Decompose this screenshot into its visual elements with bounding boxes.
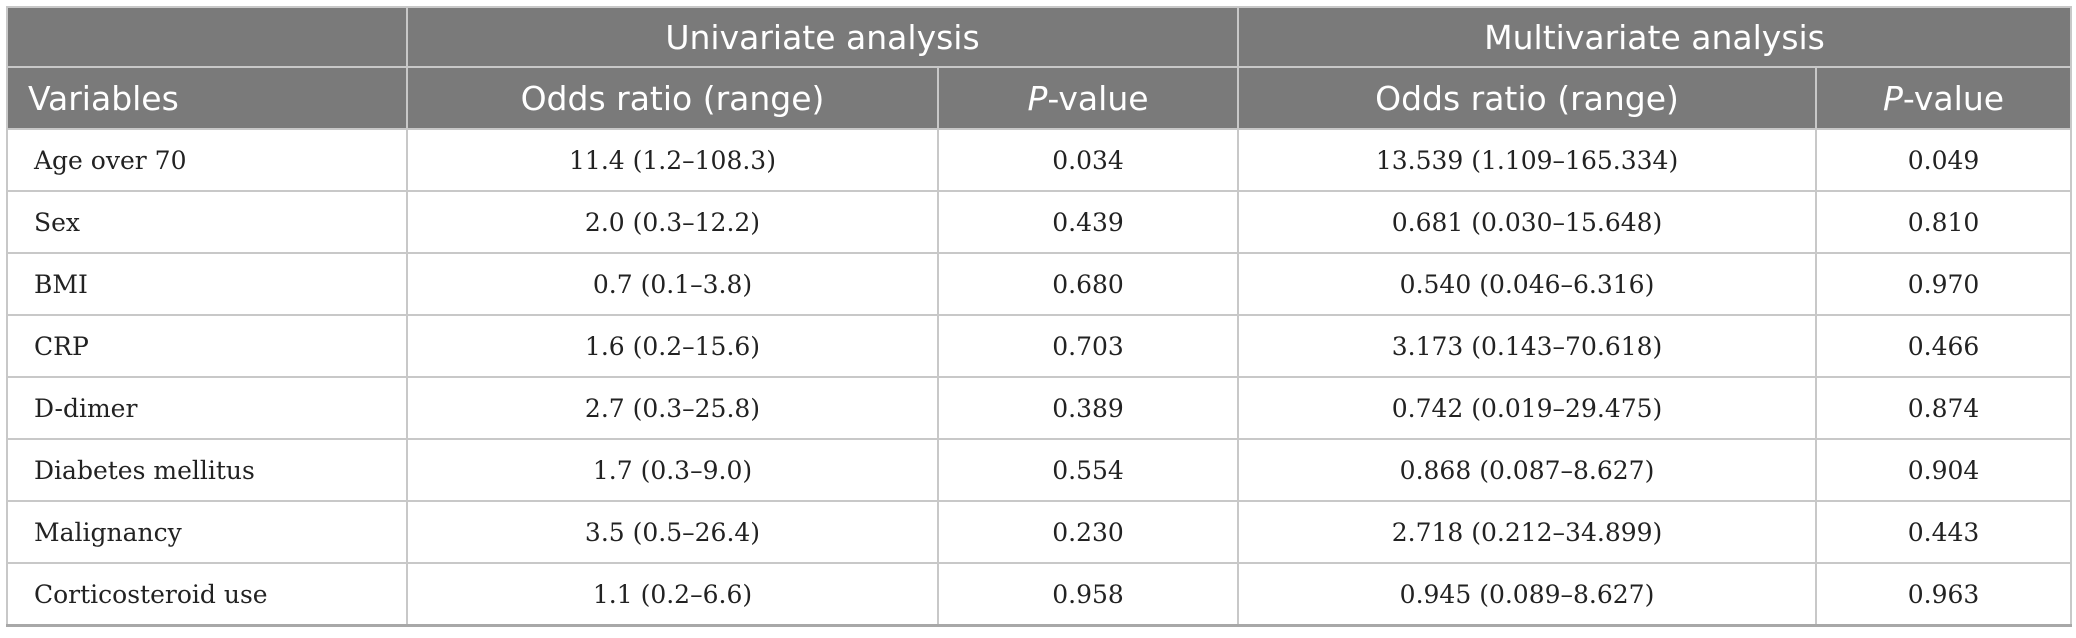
cell-p-value-univariate: 0.680 xyxy=(936,252,1240,316)
header-blank-cell xyxy=(6,6,408,68)
cell-p-value-univariate: 0.439 xyxy=(936,190,1240,254)
header-p-value-multivariate: P-value xyxy=(1815,66,2073,130)
cell-p-value-multivariate: 0.874 xyxy=(1815,376,2073,440)
cell-p-value-univariate: 0.034 xyxy=(936,128,1240,192)
header-column-row: Variables Odds ratio (range) P-value Odd… xyxy=(6,66,2073,130)
table-header: Univariate analysis Multivariate analysi… xyxy=(6,6,2073,130)
table-row: CRP 1.6 (0.2–15.6) 0.703 3.173 (0.143–70… xyxy=(6,314,2073,378)
cell-variable: BMI xyxy=(6,252,408,316)
p-value-suffix: -value xyxy=(1902,78,2005,118)
p-letter: P xyxy=(1882,78,1903,118)
table-row: BMI 0.7 (0.1–3.8) 0.680 0.540 (0.046–6.3… xyxy=(6,252,2073,316)
table-row: Age over 70 11.4 (1.2–108.3) 0.034 13.53… xyxy=(6,128,2073,192)
cell-p-value-univariate: 0.389 xyxy=(936,376,1240,440)
table-row: Sex 2.0 (0.3–12.2) 0.439 0.681 (0.030–15… xyxy=(6,190,2073,254)
cell-variable: Malignancy xyxy=(6,500,408,564)
table-row: Diabetes mellitus 1.7 (0.3–9.0) 0.554 0.… xyxy=(6,438,2073,502)
cell-p-value-univariate: 0.958 xyxy=(936,562,1240,627)
cell-odds-ratio-univariate: 1.6 (0.2–15.6) xyxy=(406,314,939,378)
cell-odds-ratio-univariate: 2.7 (0.3–25.8) xyxy=(406,376,939,440)
cell-odds-ratio-multivariate: 3.173 (0.143–70.618) xyxy=(1237,314,1818,378)
cell-odds-ratio-multivariate: 0.540 (0.046–6.316) xyxy=(1237,252,1818,316)
header-variables: Variables xyxy=(6,66,408,130)
cell-odds-ratio-univariate: 0.7 (0.1–3.8) xyxy=(406,252,939,316)
cell-variable: Sex xyxy=(6,190,408,254)
cell-variable: Age over 70 xyxy=(6,128,408,192)
table-row: Malignancy 3.5 (0.5–26.4) 0.230 2.718 (0… xyxy=(6,500,2073,564)
cell-variable: D-dimer xyxy=(6,376,408,440)
cell-odds-ratio-univariate: 11.4 (1.2–108.3) xyxy=(406,128,939,192)
cell-p-value-multivariate: 0.466 xyxy=(1815,314,2073,378)
p-letter: P xyxy=(1027,78,1048,118)
p-value-suffix: -value xyxy=(1047,78,1149,118)
header-multivariate-analysis: Multivariate analysis xyxy=(1237,6,2073,68)
odds-ratio-table: Univariate analysis Multivariate analysi… xyxy=(6,6,2073,627)
table-body: Age over 70 11.4 (1.2–108.3) 0.034 13.53… xyxy=(6,128,2073,627)
odds-ratio-table-container: Univariate analysis Multivariate analysi… xyxy=(6,6,2073,627)
cell-p-value-univariate: 0.554 xyxy=(936,438,1240,502)
cell-odds-ratio-univariate: 1.1 (0.2–6.6) xyxy=(406,562,939,627)
cell-odds-ratio-univariate: 1.7 (0.3–9.0) xyxy=(406,438,939,502)
header-group-row: Univariate analysis Multivariate analysi… xyxy=(6,6,2073,68)
cell-odds-ratio-multivariate: 0.742 (0.019–29.475) xyxy=(1237,376,1818,440)
cell-odds-ratio-multivariate: 0.945 (0.089–8.627) xyxy=(1237,562,1818,627)
cell-variable: CRP xyxy=(6,314,408,378)
table-row: D-dimer 2.7 (0.3–25.8) 0.389 0.742 (0.01… xyxy=(6,376,2073,440)
cell-p-value-multivariate: 0.970 xyxy=(1815,252,2073,316)
cell-odds-ratio-multivariate: 13.539 (1.109–165.334) xyxy=(1237,128,1818,192)
header-odds-ratio-multivariate: Odds ratio (range) xyxy=(1237,66,1818,130)
cell-p-value-multivariate: 0.963 xyxy=(1815,562,2073,627)
cell-odds-ratio-multivariate: 2.718 (0.212–34.899) xyxy=(1237,500,1818,564)
cell-p-value-multivariate: 0.810 xyxy=(1815,190,2073,254)
cell-p-value-multivariate: 0.049 xyxy=(1815,128,2073,192)
header-p-value-univariate: P-value xyxy=(936,66,1240,130)
header-univariate-analysis: Univariate analysis xyxy=(405,6,1240,68)
table-row: Corticosteroid use 1.1 (0.2–6.6) 0.958 0… xyxy=(6,562,2073,627)
cell-p-value-multivariate: 0.904 xyxy=(1815,438,2073,502)
cell-odds-ratio-multivariate: 0.681 (0.030–15.648) xyxy=(1237,190,1818,254)
cell-odds-ratio-univariate: 2.0 (0.3–12.2) xyxy=(406,190,939,254)
cell-p-value-univariate: 0.703 xyxy=(936,314,1240,378)
cell-p-value-univariate: 0.230 xyxy=(936,500,1240,564)
cell-variable: Corticosteroid use xyxy=(6,562,408,627)
cell-odds-ratio-multivariate: 0.868 (0.087–8.627) xyxy=(1237,438,1818,502)
header-odds-ratio-univariate: Odds ratio (range) xyxy=(406,66,939,130)
cell-odds-ratio-univariate: 3.5 (0.5–26.4) xyxy=(406,500,939,564)
cell-variable: Diabetes mellitus xyxy=(6,438,408,502)
cell-p-value-multivariate: 0.443 xyxy=(1815,500,2073,564)
